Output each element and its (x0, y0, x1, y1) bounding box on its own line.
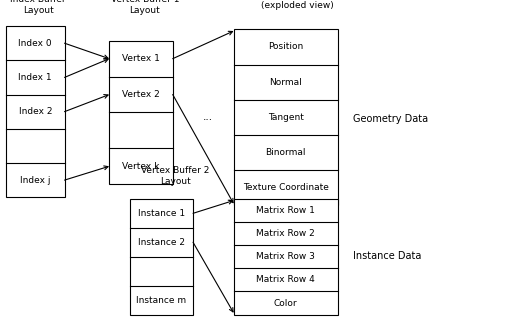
Bar (6, 26, 65, 197)
Text: Matrix Row 2: Matrix Row 2 (257, 229, 315, 238)
Text: Texture Coordinate: Texture Coordinate (243, 183, 329, 192)
Text: Color: Color (274, 299, 298, 307)
Bar (130, 199, 193, 315)
Text: Instance 1: Instance 1 (138, 209, 185, 218)
Text: Index j: Index j (20, 176, 51, 185)
Text: Vertex 1: Vertex 1 (122, 54, 160, 63)
Text: Vertex 2: Vertex 2 (122, 90, 160, 99)
Text: Binormal: Binormal (266, 148, 306, 157)
Text: Position: Position (268, 42, 303, 52)
Text: Vertex Buffer 1
Layout: Vertex Buffer 1 Layout (111, 0, 179, 15)
Bar (109, 41, 173, 184)
Text: (exploded view): (exploded view) (261, 1, 334, 10)
Text: Matrix Row 4: Matrix Row 4 (257, 275, 315, 284)
Text: Index 0: Index 0 (18, 39, 52, 48)
Text: Geometry Data: Geometry Data (353, 114, 428, 124)
Text: Index 2: Index 2 (19, 107, 52, 116)
Text: Matrix Row 1: Matrix Row 1 (257, 206, 315, 215)
Text: Matrix Row 3: Matrix Row 3 (257, 252, 315, 261)
Text: Normal: Normal (269, 78, 302, 87)
Text: Instance Data: Instance Data (353, 251, 422, 261)
Text: Vertex k: Vertex k (122, 162, 160, 171)
Text: Index 1: Index 1 (18, 73, 52, 82)
Text: Vertex Buffer 2
Layout: Vertex Buffer 2 Layout (141, 166, 209, 186)
Text: Tangent: Tangent (268, 113, 304, 122)
Text: ...: ... (203, 112, 213, 122)
Text: Index Buffer
Layout: Index Buffer Layout (10, 0, 66, 15)
Bar (234, 29, 338, 205)
Bar (234, 199, 338, 315)
Text: Instance m: Instance m (136, 296, 186, 304)
Text: Instance 2: Instance 2 (138, 238, 185, 247)
